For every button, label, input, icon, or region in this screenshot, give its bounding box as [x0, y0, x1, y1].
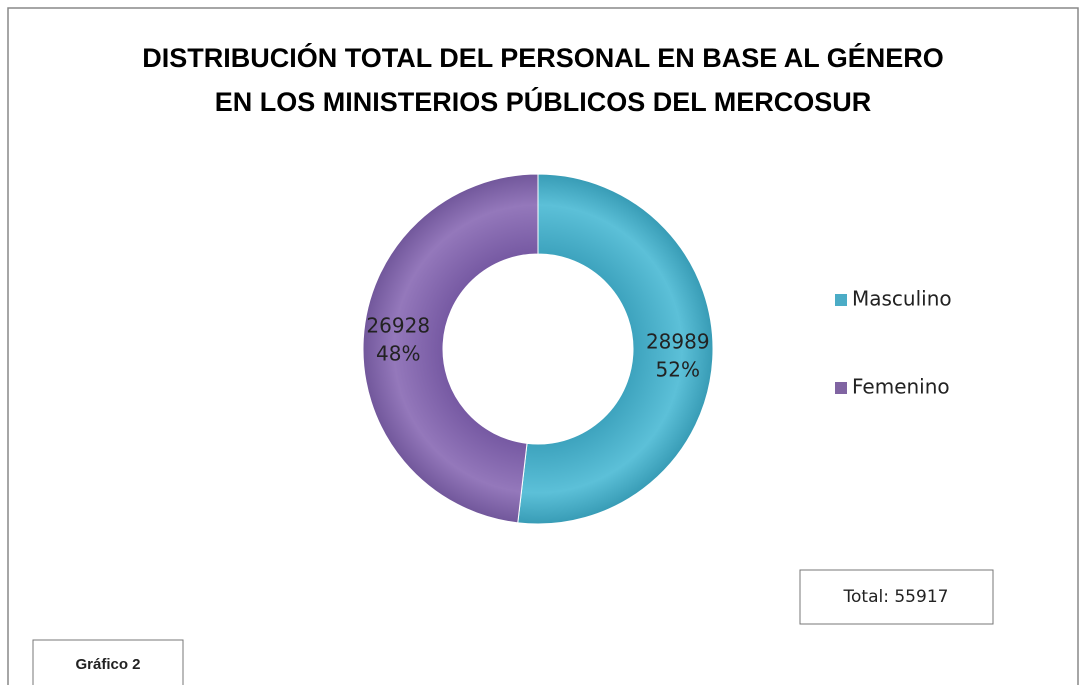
legend-label: Masculino [852, 287, 952, 311]
data-label: 48% [376, 341, 420, 365]
legend-swatch [835, 294, 847, 306]
data-label: 52% [656, 358, 700, 382]
total-box [799, 569, 994, 625]
data-label: 28989 [646, 330, 710, 354]
caption-box [32, 639, 184, 685]
donut-segment [517, 173, 714, 525]
total-label: Total: 55917 [843, 587, 949, 607]
legend-label: Femenino [852, 375, 950, 399]
chart-title: DISTRIBUCIÓN TOTAL DEL PERSONAL EN BASE … [142, 43, 944, 117]
chart-frame [7, 7, 1079, 685]
data-label: 26928 [366, 313, 430, 337]
caption: Gráfico 2 [75, 656, 140, 673]
legend-swatch [835, 382, 847, 394]
donut-segment [362, 173, 539, 524]
